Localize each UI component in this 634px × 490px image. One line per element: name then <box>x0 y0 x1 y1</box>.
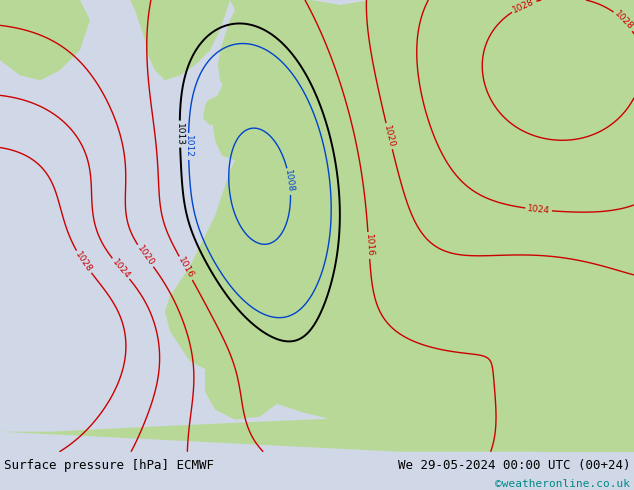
Text: 1024: 1024 <box>527 204 550 215</box>
Polygon shape <box>165 0 634 452</box>
Polygon shape <box>130 0 230 80</box>
Polygon shape <box>175 25 215 55</box>
Polygon shape <box>0 0 90 80</box>
Text: 1028: 1028 <box>74 250 94 274</box>
Text: 1012: 1012 <box>184 135 193 158</box>
Text: 1024: 1024 <box>110 257 132 280</box>
Text: 1028: 1028 <box>512 0 536 15</box>
Polygon shape <box>203 96 224 125</box>
Text: 1016: 1016 <box>176 256 195 280</box>
Polygon shape <box>0 416 634 452</box>
Text: ©weatheronline.co.uk: ©weatheronline.co.uk <box>495 479 630 490</box>
Polygon shape <box>290 0 370 130</box>
Polygon shape <box>212 75 268 161</box>
Text: 1028: 1028 <box>612 9 634 32</box>
Text: 1016: 1016 <box>363 234 374 257</box>
Polygon shape <box>205 342 288 419</box>
Text: 1013: 1013 <box>175 122 184 146</box>
Text: 1008: 1008 <box>283 170 295 194</box>
Text: Surface pressure [hPa] ECMWF: Surface pressure [hPa] ECMWF <box>4 459 214 472</box>
Text: We 29-05-2024 00:00 UTC (00+24): We 29-05-2024 00:00 UTC (00+24) <box>398 459 630 472</box>
Text: 1020: 1020 <box>135 244 156 268</box>
Text: 1020: 1020 <box>382 124 396 148</box>
